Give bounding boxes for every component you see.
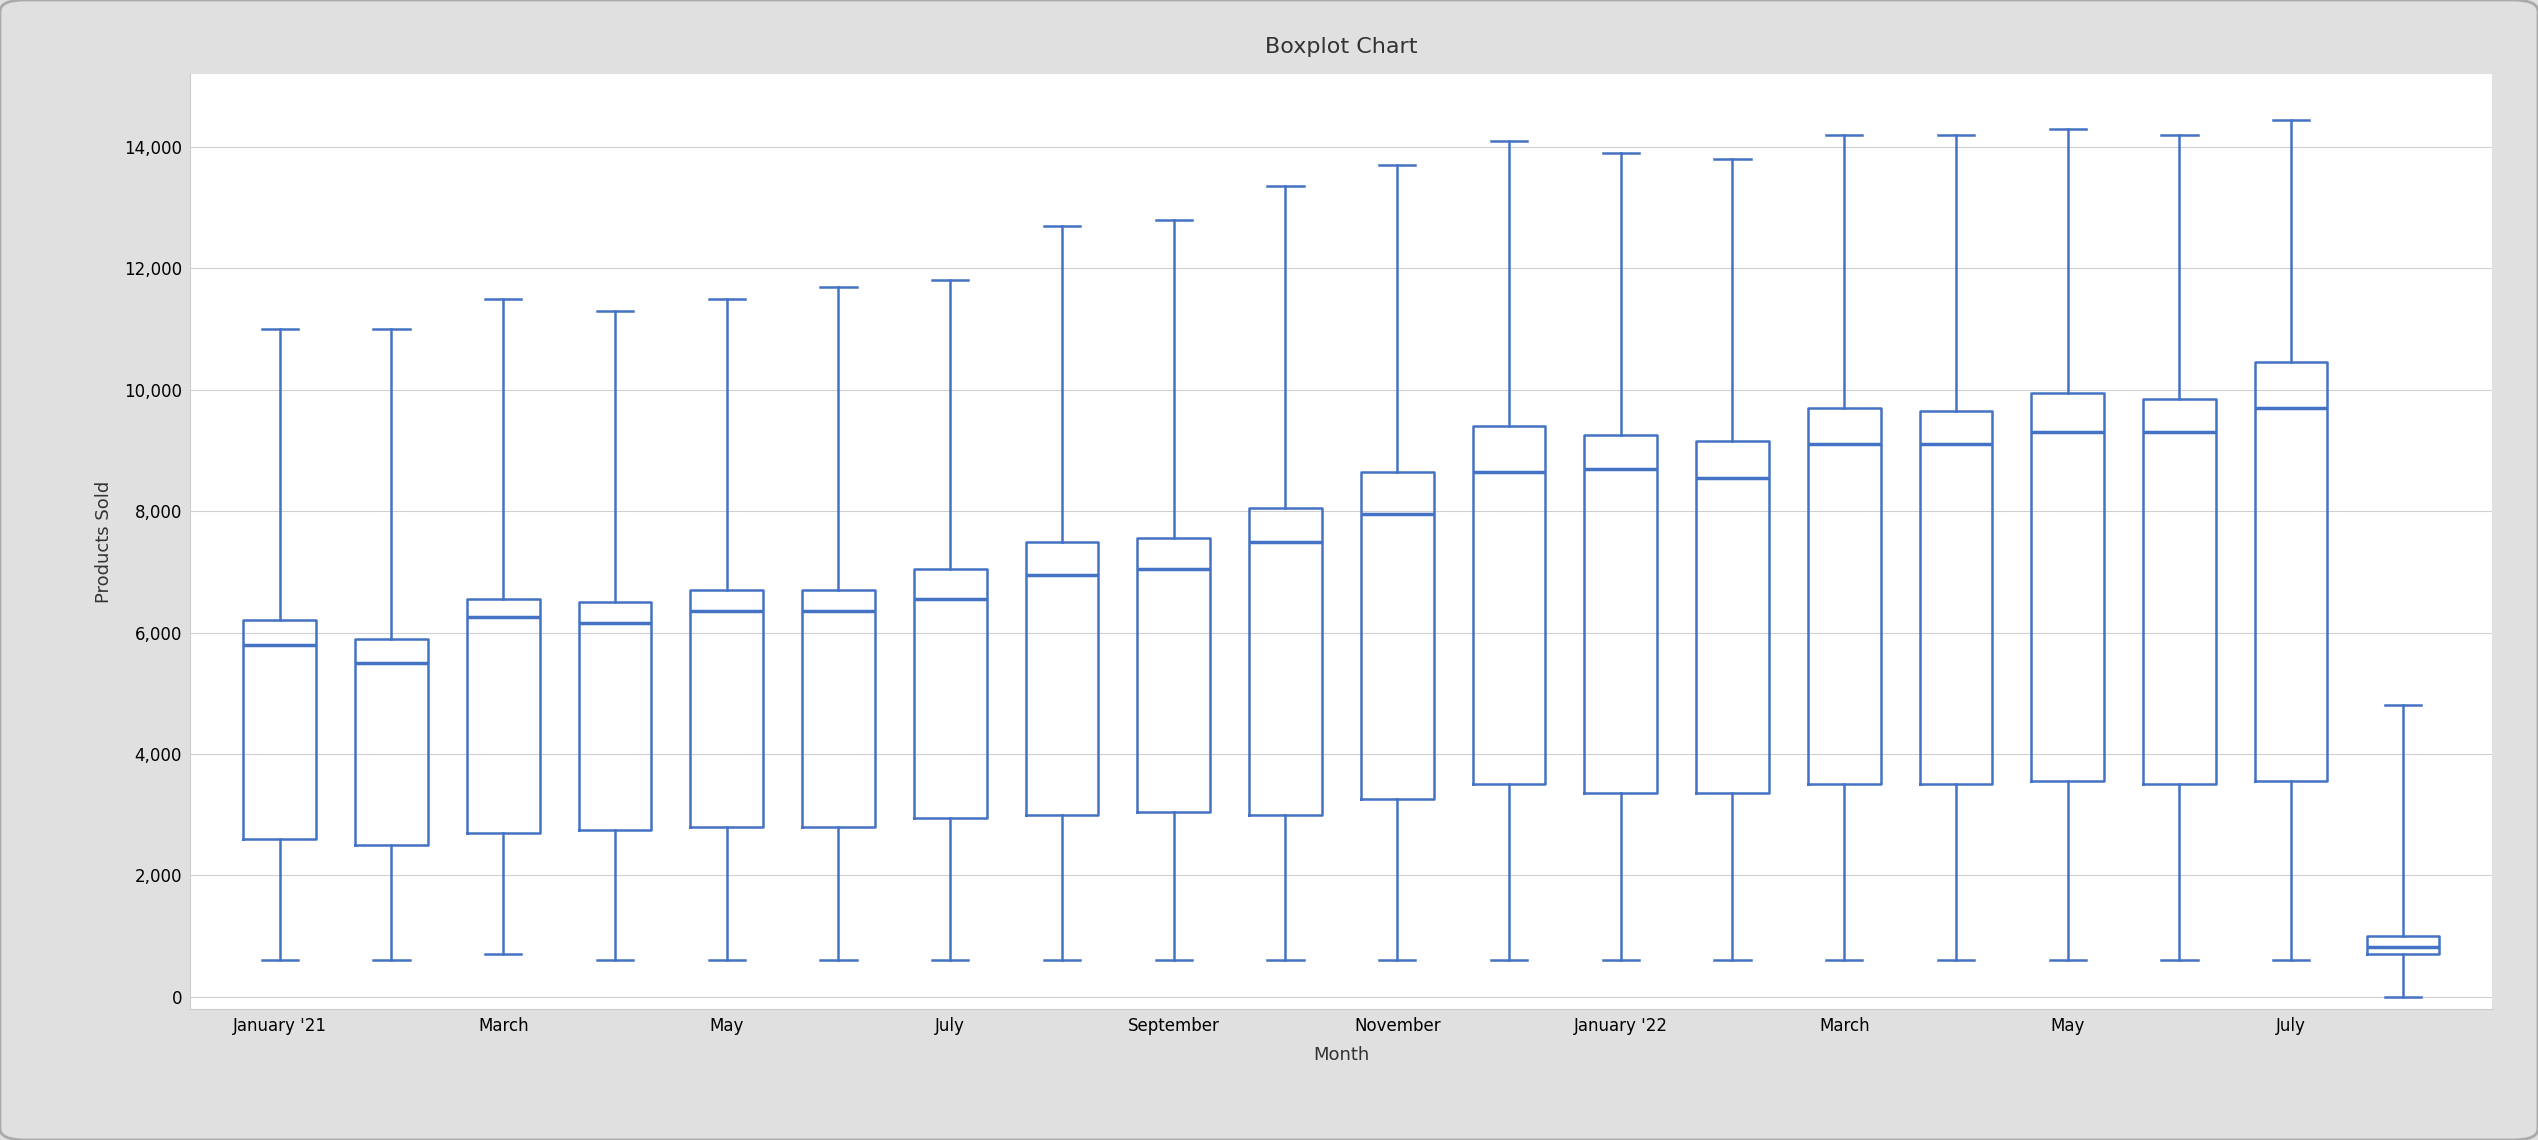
Title: Boxplot Chart: Boxplot Chart [1264, 38, 1419, 57]
X-axis label: Month: Month [1312, 1047, 1371, 1065]
Y-axis label: Products Sold: Products Sold [94, 480, 112, 603]
